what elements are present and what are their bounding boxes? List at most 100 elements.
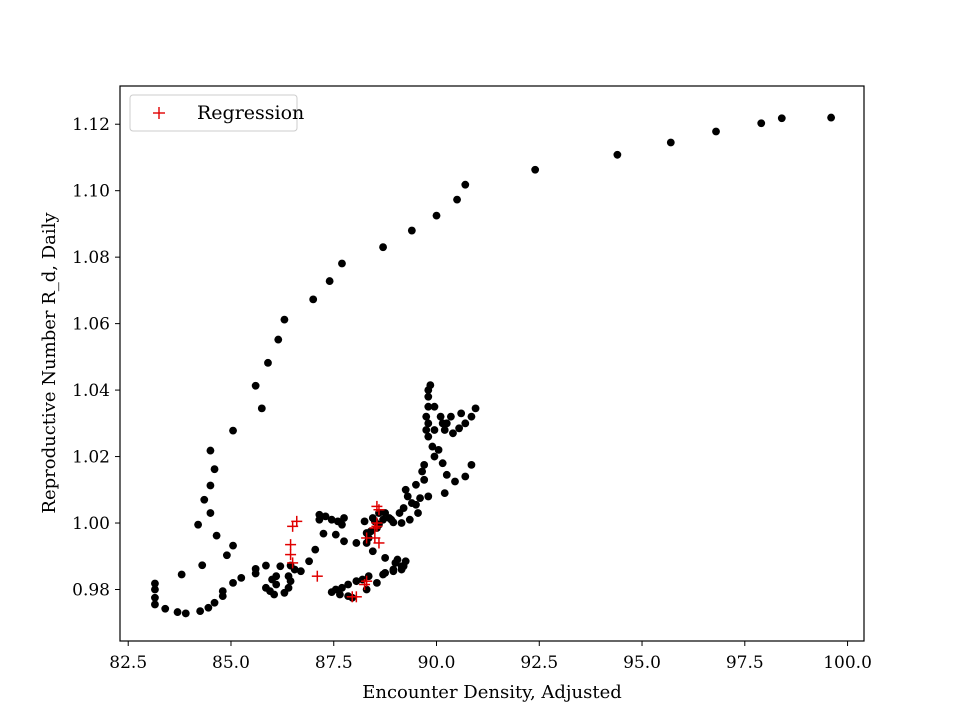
regression-point (311, 570, 323, 582)
data-point (379, 570, 387, 579)
data-point (401, 485, 410, 494)
y-tick-label: 1.08 (72, 248, 110, 268)
data-point (315, 510, 324, 519)
data-point (181, 609, 190, 618)
data-point (151, 579, 159, 588)
data-point (194, 520, 202, 529)
x-tick-label: 95.0 (623, 653, 661, 673)
data-point (305, 557, 313, 566)
y-tick-label: 1.02 (72, 448, 110, 468)
data-point (173, 608, 182, 616)
data-points (151, 113, 836, 618)
x-axis: 82.5 85.0 87.5 90.0 92.5 95.0 97.5 100.0 (109, 641, 872, 673)
data-point (451, 477, 459, 486)
data-point (151, 600, 159, 609)
data-point (827, 113, 836, 122)
data-point (262, 583, 270, 592)
data-point (272, 572, 281, 581)
data-point (420, 475, 429, 484)
data-point (401, 557, 410, 566)
x-tick-label: 87.5 (315, 653, 353, 673)
data-point (407, 226, 416, 235)
data-point (424, 432, 433, 441)
data-point (424, 392, 433, 401)
data-point (198, 561, 207, 570)
data-point (455, 424, 464, 433)
data-point (212, 531, 221, 540)
data-point (368, 547, 377, 556)
data-point (151, 593, 159, 602)
data-point (257, 404, 266, 413)
data-point (449, 429, 457, 438)
data-point (424, 419, 433, 428)
data-point (286, 577, 295, 586)
data-point (426, 381, 435, 390)
data-point (757, 119, 766, 128)
data-point (331, 530, 340, 539)
data-point (395, 509, 404, 517)
data-point (325, 277, 334, 285)
regression-point (373, 504, 385, 516)
data-point (204, 603, 213, 612)
data-point (397, 519, 406, 527)
data-point (393, 555, 402, 564)
data-point (414, 509, 422, 517)
y-tick-label: 1.12 (72, 115, 110, 135)
data-point (467, 412, 476, 421)
data-point (379, 243, 387, 252)
data-point (352, 539, 361, 547)
data-point (338, 520, 346, 529)
data-point (262, 561, 270, 570)
data-point (471, 404, 480, 413)
data-point (438, 459, 447, 468)
x-axis-label: Encounter Density, Adjusted (362, 682, 622, 703)
data-point (434, 446, 443, 454)
regression-point (350, 591, 362, 603)
data-point (407, 499, 416, 507)
data-point (416, 494, 424, 502)
data-point (436, 412, 445, 421)
data-point (430, 452, 439, 461)
data-point (229, 578, 237, 587)
data-point (264, 358, 272, 367)
legend-label-regression: Regression (197, 102, 304, 124)
data-point (387, 515, 396, 524)
data-point (251, 381, 260, 390)
regression-point (361, 575, 373, 587)
data-point (420, 460, 429, 469)
data-point (274, 335, 283, 344)
data-point (309, 295, 318, 304)
data-point (251, 564, 260, 573)
x-tick-label: 85.0 (212, 653, 250, 673)
data-point (280, 588, 289, 597)
data-point (336, 590, 344, 599)
data-point (210, 465, 219, 474)
data-point (360, 517, 369, 526)
data-point (366, 527, 375, 536)
data-point (467, 460, 476, 469)
data-point (712, 127, 720, 136)
data-point (229, 541, 237, 550)
data-point (438, 419, 447, 428)
legend: Regression (129, 94, 304, 132)
data-point (405, 515, 414, 524)
data-point (424, 402, 433, 411)
legend-box (129, 94, 298, 132)
data-point (229, 426, 237, 435)
data-point (531, 165, 540, 174)
data-point (666, 138, 675, 147)
data-point (319, 529, 328, 538)
data-point (442, 470, 451, 479)
data-point (296, 567, 305, 576)
data-point (389, 565, 398, 574)
data-point (422, 412, 431, 421)
plot-area (119, 85, 865, 642)
data-point (177, 570, 186, 579)
regression-point (369, 522, 381, 534)
data-point (200, 495, 209, 504)
data-point (151, 585, 159, 594)
data-point (457, 409, 466, 418)
data-point (613, 150, 622, 159)
regression-point (285, 549, 297, 561)
regression-point (287, 520, 299, 532)
